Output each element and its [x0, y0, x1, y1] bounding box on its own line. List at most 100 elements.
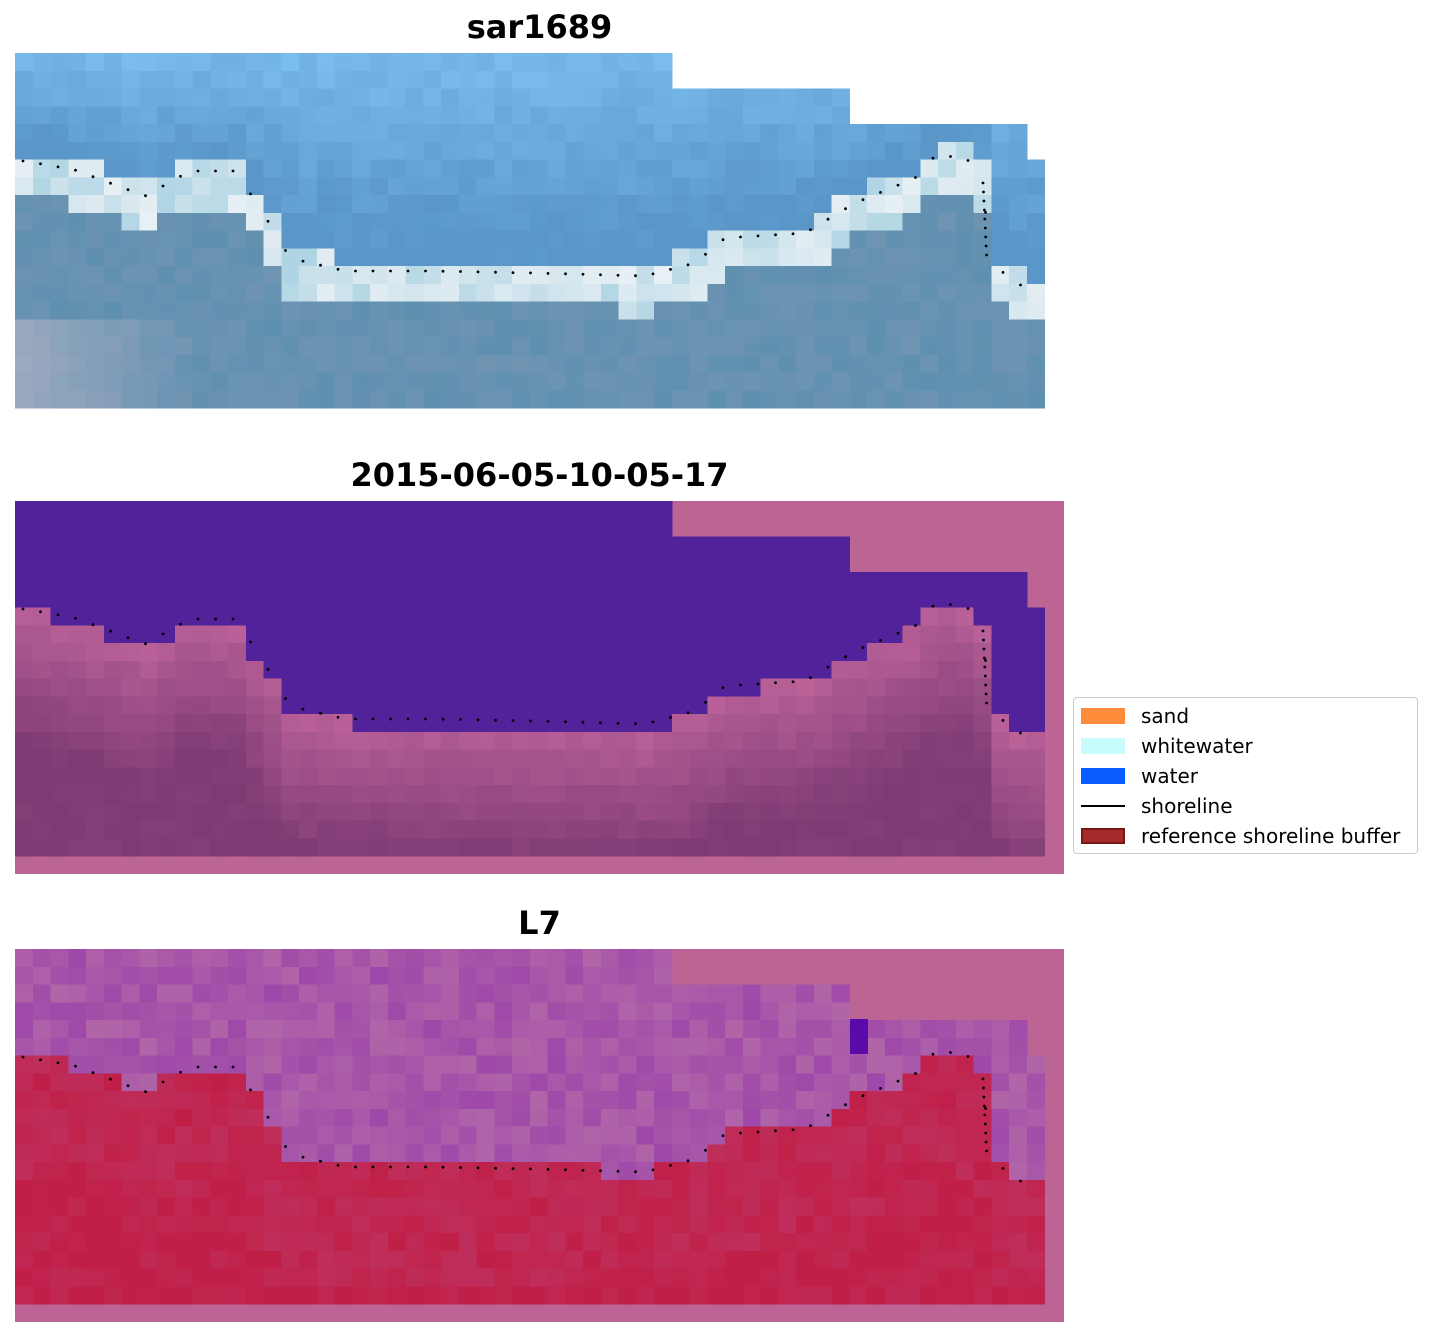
class-pixel — [938, 767, 957, 786]
pixel — [689, 230, 708, 249]
class-pixel — [32, 518, 51, 537]
pixel — [50, 70, 69, 89]
class-pixel — [867, 714, 886, 733]
class-pixel — [139, 731, 158, 750]
pixel — [441, 141, 460, 160]
class-pixel — [512, 696, 531, 715]
class-pixel — [1009, 731, 1028, 750]
class-pixel — [583, 643, 602, 662]
pixel — [760, 177, 779, 196]
index-pixel — [636, 1091, 655, 1110]
pixel — [1009, 319, 1028, 338]
pixel — [370, 354, 389, 373]
shoreline-point — [931, 604, 935, 608]
pixel — [32, 70, 51, 89]
class-pixel — [1009, 838, 1028, 857]
index-pixel — [920, 1250, 939, 1269]
class-pixel — [157, 749, 176, 768]
shoreline-point — [809, 1124, 812, 1128]
index-pixel — [583, 1215, 602, 1234]
index-pixel — [867, 1215, 886, 1234]
class-pixel — [565, 731, 584, 750]
pixel — [245, 159, 264, 178]
pixel — [103, 141, 122, 160]
class-pixel — [281, 554, 300, 573]
class-pixel — [103, 501, 122, 520]
pixel — [618, 301, 637, 320]
index-pixel — [796, 1002, 815, 1021]
index-pixel — [352, 1108, 371, 1127]
class-pixel — [458, 501, 477, 520]
pixel — [458, 195, 477, 214]
class-pixel — [68, 802, 87, 821]
pixel — [423, 195, 442, 214]
pixel — [813, 390, 832, 409]
pixel — [192, 283, 211, 302]
pixel — [849, 212, 868, 231]
pixel — [281, 283, 300, 302]
class-pixel — [32, 731, 51, 750]
shoreline-point — [196, 1065, 200, 1069]
class-pixel — [529, 625, 548, 644]
pixel — [299, 141, 318, 160]
index-pixel — [742, 1055, 761, 1074]
pixel — [600, 212, 619, 231]
index-pixel — [565, 1197, 584, 1216]
index-pixel — [742, 1162, 761, 1181]
index-pixel — [458, 1073, 477, 1092]
index-pixel — [565, 1250, 584, 1269]
pixel — [813, 319, 832, 338]
pixel — [103, 372, 122, 391]
pixel — [86, 177, 105, 196]
index-pixel — [299, 1197, 318, 1216]
index-pixel — [689, 1055, 708, 1074]
pixel — [742, 248, 761, 267]
index-pixel — [529, 1020, 548, 1039]
pixel — [654, 195, 673, 214]
index-pixel — [742, 1037, 761, 1056]
pixel — [139, 283, 158, 302]
index-pixel — [263, 1144, 282, 1163]
index-pixel — [316, 1215, 335, 1234]
shoreline-point — [739, 683, 742, 687]
index-pixel — [600, 1126, 619, 1145]
index-pixel — [263, 1250, 282, 1269]
pixel — [174, 248, 193, 267]
pixel — [441, 230, 460, 249]
pixel — [778, 124, 797, 143]
class-pixel — [902, 749, 921, 768]
pixel — [831, 141, 850, 160]
pixel — [689, 372, 708, 391]
pixel — [405, 106, 424, 125]
class-pixel — [103, 572, 122, 591]
pixel — [742, 372, 761, 391]
class-pixel — [334, 625, 353, 644]
index-pixel — [174, 1073, 193, 1092]
index-pixel — [955, 1215, 974, 1234]
index-pixel — [334, 1233, 353, 1252]
pixel — [884, 195, 903, 214]
index-pixel — [174, 966, 193, 985]
class-pixel — [636, 660, 655, 679]
pixel — [600, 141, 619, 160]
pixel — [725, 337, 744, 356]
pixel — [778, 337, 797, 356]
class-pixel — [636, 731, 655, 750]
class-pixel — [1026, 678, 1045, 697]
pixel — [938, 354, 957, 373]
class-pixel — [68, 625, 87, 644]
class-pixel — [174, 785, 193, 804]
pixel — [263, 195, 282, 214]
class-pixel — [263, 518, 282, 537]
index-pixel — [991, 1233, 1010, 1252]
pixel — [174, 390, 193, 409]
index-pixel — [174, 1250, 193, 1269]
pixel — [68, 212, 87, 231]
pixel — [583, 159, 602, 178]
pixel — [512, 354, 531, 373]
class-pixel — [902, 714, 921, 733]
index-pixel — [458, 1091, 477, 1110]
index-pixel — [831, 1144, 850, 1163]
pixel — [370, 88, 389, 107]
class-pixel — [725, 785, 744, 804]
